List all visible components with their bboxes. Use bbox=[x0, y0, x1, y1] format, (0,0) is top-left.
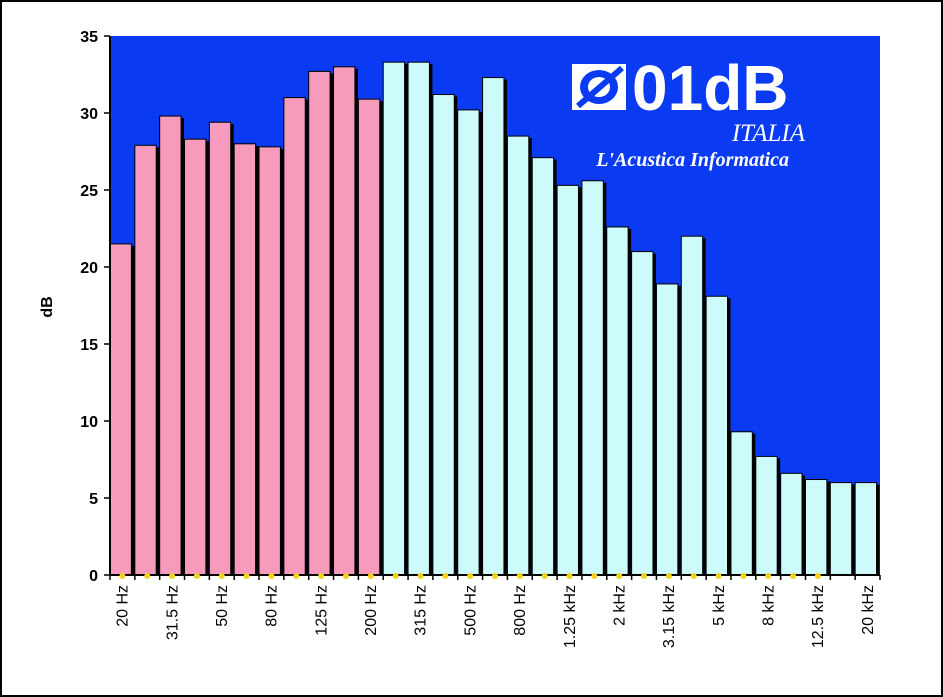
bar bbox=[184, 138, 207, 576]
baseline-marker bbox=[442, 573, 449, 579]
bar bbox=[457, 109, 480, 576]
baseline-marker bbox=[392, 573, 399, 579]
bar bbox=[258, 146, 281, 576]
bar bbox=[233, 143, 257, 576]
baseline-marker bbox=[467, 573, 474, 579]
y-tick-label: 0 bbox=[89, 568, 98, 585]
x-tick-label: 50 Hz bbox=[214, 585, 231, 627]
bar bbox=[482, 77, 505, 576]
bar bbox=[705, 295, 728, 576]
x-tick-label: 2 kHz bbox=[611, 585, 628, 626]
bar bbox=[730, 431, 753, 576]
x-tick-label: 20 Hz bbox=[115, 585, 132, 627]
y-tick-label: 20 bbox=[80, 260, 98, 277]
logo-tagline-text: L'Acustica Informatica bbox=[595, 149, 789, 171]
baseline-marker bbox=[342, 573, 349, 579]
x-tick-label: 315 Hz bbox=[413, 585, 430, 636]
bar bbox=[854, 482, 878, 576]
baseline-marker bbox=[566, 573, 573, 579]
bar bbox=[407, 61, 430, 576]
x-tick-label: 5 kHz bbox=[711, 585, 728, 626]
logo-brand-text: 01dB bbox=[632, 52, 789, 124]
bar bbox=[556, 184, 579, 576]
bar bbox=[531, 157, 555, 576]
logo-country-text: ITALIA bbox=[731, 120, 806, 147]
baseline-marker bbox=[591, 573, 598, 579]
x-tick-label: 12.5 kHz bbox=[810, 585, 827, 648]
bar bbox=[432, 94, 455, 576]
bar bbox=[606, 226, 629, 576]
baseline-marker bbox=[641, 573, 648, 579]
baseline-marker bbox=[765, 573, 772, 579]
baseline-marker bbox=[790, 573, 797, 579]
baseline-marker bbox=[814, 573, 821, 579]
x-tick-label: 80 Hz bbox=[264, 585, 281, 627]
bar bbox=[780, 472, 803, 576]
bar bbox=[382, 61, 406, 576]
y-tick-label: 35 bbox=[80, 29, 98, 46]
baseline-marker bbox=[293, 573, 300, 579]
y-tick-label: 30 bbox=[80, 106, 98, 123]
y-tick-label: 15 bbox=[80, 337, 98, 354]
baseline-marker bbox=[541, 573, 548, 579]
baseline-marker bbox=[119, 573, 126, 579]
x-tick-label: 125 Hz bbox=[313, 585, 330, 636]
y-tick-label: 5 bbox=[89, 491, 98, 508]
x-tick-label: 500 Hz bbox=[462, 585, 479, 636]
baseline-marker bbox=[492, 573, 498, 579]
bar bbox=[631, 251, 654, 576]
bar bbox=[829, 482, 853, 576]
bar bbox=[755, 455, 778, 576]
baseline-marker bbox=[367, 573, 374, 579]
x-tick-label: 20 kHz bbox=[860, 585, 877, 635]
baseline-marker bbox=[268, 573, 275, 579]
y-tick-label: 25 bbox=[80, 183, 98, 200]
baseline-marker bbox=[193, 573, 200, 579]
bar bbox=[159, 115, 182, 576]
bar bbox=[208, 121, 232, 576]
bar bbox=[134, 144, 157, 576]
bar bbox=[581, 180, 604, 576]
baseline-marker bbox=[218, 573, 225, 579]
brand-logo: 01dB ITALIA L'Acustica Informatica bbox=[572, 52, 806, 171]
y-tick-labels: 0 5 10 15 20 25 30 35 bbox=[80, 29, 98, 585]
y-axis-label: dB bbox=[39, 296, 56, 317]
baseline-marker bbox=[243, 573, 250, 579]
baseline-marker bbox=[417, 573, 424, 579]
baseline-marker bbox=[516, 573, 523, 579]
bar bbox=[308, 70, 331, 576]
baseline-marker bbox=[740, 573, 747, 579]
x-tick-label: 1.25 kHz bbox=[562, 585, 579, 648]
x-tick-label: 800 Hz bbox=[512, 585, 529, 636]
bar bbox=[109, 243, 132, 576]
baseline-marker bbox=[144, 573, 151, 579]
slashed-zero-icon bbox=[572, 64, 626, 110]
bar bbox=[655, 283, 679, 576]
baseline-marker bbox=[665, 573, 672, 579]
bar bbox=[357, 98, 381, 576]
bar bbox=[804, 479, 828, 576]
axes-group bbox=[104, 35, 881, 580]
baseline-marker bbox=[690, 573, 697, 579]
bar bbox=[283, 97, 306, 576]
baseline-marker bbox=[169, 573, 176, 579]
baseline-marker bbox=[318, 573, 325, 579]
x-tick-label: 200 Hz bbox=[363, 585, 380, 636]
x-tick-label: 8 kHz bbox=[760, 585, 777, 626]
x-tick-label: 31.5 Hz bbox=[164, 585, 181, 640]
bar bbox=[333, 66, 356, 576]
bar bbox=[506, 135, 530, 576]
baseline-marker bbox=[715, 573, 722, 579]
baseline-marker bbox=[616, 573, 623, 579]
bar bbox=[680, 235, 704, 576]
x-tick-labels: 20 Hz 31.5 Hz 50 Hz 80 Hz 125 Hz 200 Hz 315 Hz… bbox=[115, 585, 877, 648]
x-tick-label: 3.15 kHz bbox=[661, 585, 678, 648]
y-tick-label: 10 bbox=[80, 414, 98, 431]
